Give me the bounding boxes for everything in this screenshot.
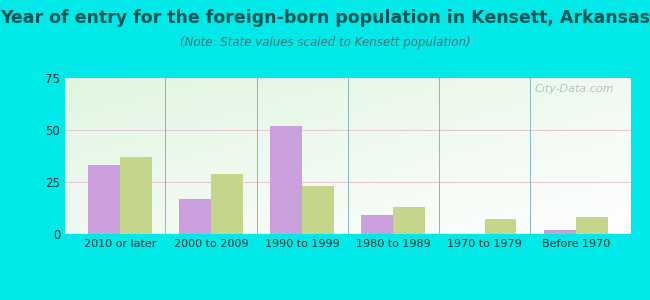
Bar bbox=[211, 174, 243, 234]
Bar bbox=[393, 207, 425, 234]
Text: City-Data.com: City-Data.com bbox=[534, 84, 614, 94]
Bar bbox=[302, 186, 334, 234]
Text: Year of entry for the foreign-born population in Kensett, Arkansas: Year of entry for the foreign-born popul… bbox=[0, 9, 650, 27]
Text: (Note: State values scaled to Kensett population): (Note: State values scaled to Kensett po… bbox=[179, 36, 471, 49]
Bar bbox=[179, 199, 211, 234]
Bar bbox=[484, 219, 517, 234]
Bar bbox=[544, 230, 576, 234]
Bar bbox=[270, 126, 302, 234]
Bar bbox=[576, 218, 608, 234]
Bar bbox=[88, 165, 120, 234]
Legend: Kensett, Arkansas: Kensett, Arkansas bbox=[248, 297, 448, 300]
Bar bbox=[120, 157, 151, 234]
Bar bbox=[361, 215, 393, 234]
